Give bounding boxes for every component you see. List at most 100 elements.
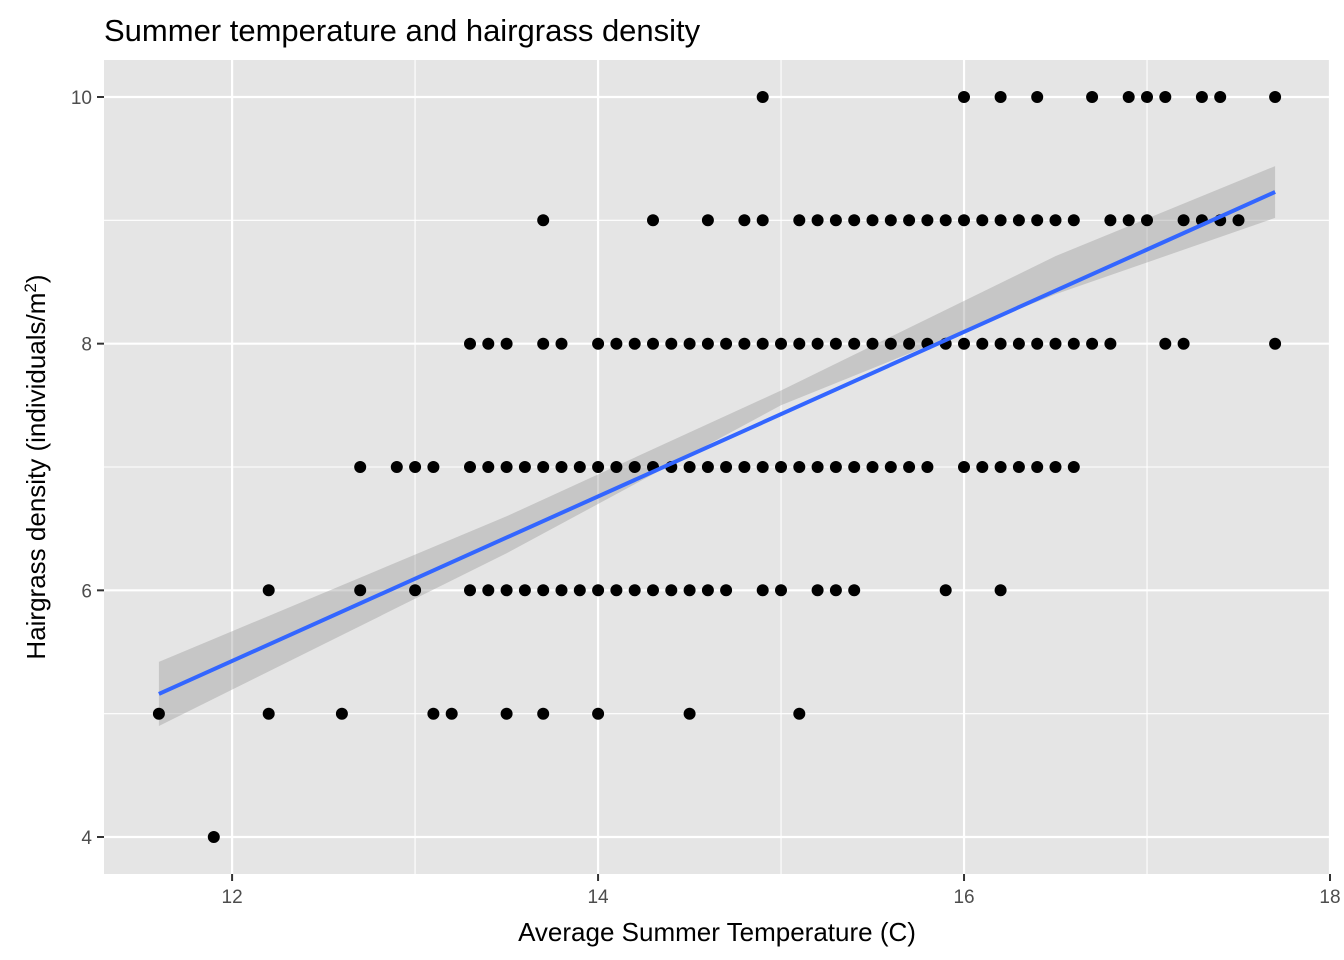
data-point bbox=[756, 214, 769, 227]
data-point bbox=[829, 584, 842, 597]
data-point bbox=[573, 584, 586, 597]
data-point bbox=[482, 461, 495, 473]
data-point bbox=[390, 461, 403, 473]
data-point bbox=[1104, 214, 1117, 227]
data-point bbox=[884, 337, 897, 350]
data-point bbox=[958, 214, 970, 227]
y-tick-label: 6 bbox=[81, 581, 92, 602]
data-point bbox=[738, 461, 751, 473]
data-point bbox=[976, 337, 989, 350]
data-point bbox=[1232, 214, 1245, 227]
data-point bbox=[848, 584, 861, 597]
data-point bbox=[994, 584, 1007, 597]
data-point bbox=[409, 584, 422, 597]
x-tick-label: 18 bbox=[1319, 887, 1340, 908]
data-point bbox=[610, 337, 623, 350]
data-point bbox=[921, 214, 934, 227]
y-tick-label: 8 bbox=[81, 335, 92, 356]
data-point bbox=[829, 461, 842, 473]
data-point bbox=[811, 214, 824, 227]
data-point bbox=[482, 584, 495, 597]
data-point bbox=[464, 337, 476, 350]
data-point bbox=[793, 337, 806, 350]
data-point bbox=[537, 337, 550, 350]
chart-title: Summer temperature and hairgrass density bbox=[104, 13, 701, 48]
data-point bbox=[701, 214, 714, 227]
data-point bbox=[354, 584, 367, 597]
data-point bbox=[1049, 337, 1062, 350]
data-point bbox=[683, 337, 696, 350]
data-point bbox=[482, 337, 495, 350]
data-point bbox=[1177, 214, 1190, 227]
x-tick-label: 16 bbox=[953, 887, 974, 908]
data-point bbox=[1104, 337, 1117, 350]
data-point bbox=[884, 214, 897, 227]
data-point bbox=[592, 707, 605, 720]
data-point bbox=[1031, 214, 1044, 227]
data-point bbox=[354, 461, 367, 473]
data-point bbox=[775, 337, 787, 350]
data-point bbox=[994, 337, 1007, 350]
data-point bbox=[866, 214, 879, 227]
data-point bbox=[958, 337, 970, 350]
data-point bbox=[628, 337, 641, 350]
data-point bbox=[518, 461, 531, 473]
data-point bbox=[939, 584, 952, 597]
data-point bbox=[500, 584, 513, 597]
data-point bbox=[1031, 461, 1044, 473]
data-point bbox=[1214, 91, 1227, 103]
data-point bbox=[610, 584, 623, 597]
data-point bbox=[537, 707, 550, 720]
data-point bbox=[811, 461, 824, 473]
y-axis-title-end: ) bbox=[21, 274, 51, 283]
data-point bbox=[775, 584, 787, 597]
y-tick-label: 4 bbox=[81, 828, 92, 849]
data-point bbox=[628, 461, 641, 473]
data-point bbox=[592, 337, 605, 350]
data-point bbox=[518, 584, 531, 597]
data-point bbox=[720, 461, 733, 473]
data-point bbox=[262, 707, 275, 720]
data-point bbox=[1269, 91, 1282, 103]
data-point bbox=[976, 461, 989, 473]
data-point bbox=[1159, 337, 1172, 350]
data-point bbox=[1049, 461, 1062, 473]
data-point bbox=[1159, 91, 1172, 103]
data-point bbox=[427, 707, 440, 720]
data-point bbox=[903, 214, 916, 227]
data-point bbox=[738, 214, 751, 227]
y-axis-title: Hairgrass density (individuals/m2) bbox=[21, 274, 52, 659]
data-point bbox=[464, 461, 476, 473]
data-point bbox=[665, 584, 678, 597]
data-point bbox=[848, 461, 861, 473]
data-point bbox=[647, 337, 659, 350]
data-point bbox=[573, 461, 586, 473]
data-point bbox=[793, 461, 806, 473]
data-point bbox=[1012, 214, 1025, 227]
x-axis: 12 14 16 18 bbox=[222, 874, 1341, 908]
data-point bbox=[1122, 214, 1135, 227]
data-point bbox=[756, 91, 769, 103]
data-point bbox=[1067, 461, 1080, 473]
data-point bbox=[427, 461, 440, 473]
data-point bbox=[866, 337, 879, 350]
data-point bbox=[738, 337, 751, 350]
data-point bbox=[848, 337, 861, 350]
data-point bbox=[683, 461, 696, 473]
data-point bbox=[958, 461, 970, 473]
data-point bbox=[1141, 214, 1153, 227]
data-point bbox=[866, 461, 879, 473]
data-point bbox=[1141, 91, 1153, 103]
y-tick-label: 10 bbox=[71, 88, 92, 109]
y-axis-title-superscript: 2 bbox=[21, 283, 40, 292]
data-point bbox=[1012, 337, 1025, 350]
data-point bbox=[811, 584, 824, 597]
data-point bbox=[976, 214, 989, 227]
data-point bbox=[1031, 337, 1044, 350]
x-tick-label: 14 bbox=[587, 887, 609, 908]
data-point bbox=[1031, 91, 1044, 103]
data-point bbox=[409, 461, 422, 473]
data-point bbox=[152, 707, 165, 720]
data-point bbox=[994, 214, 1007, 227]
